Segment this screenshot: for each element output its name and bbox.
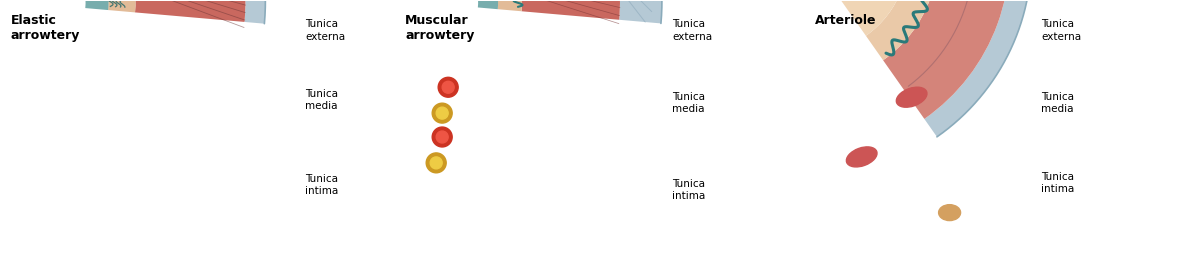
Text: Tunica
media: Tunica media xyxy=(305,89,338,111)
Wedge shape xyxy=(12,0,246,22)
Text: Tunica
externa: Tunica externa xyxy=(672,19,712,42)
Wedge shape xyxy=(419,0,662,23)
Wedge shape xyxy=(827,0,1032,137)
Text: Tunica
intima: Tunica intima xyxy=(672,178,706,201)
Wedge shape xyxy=(818,0,937,60)
Circle shape xyxy=(436,131,448,143)
Circle shape xyxy=(442,81,454,93)
Circle shape xyxy=(436,107,448,119)
Text: Tunica
intima: Tunica intima xyxy=(305,174,338,196)
Ellipse shape xyxy=(938,205,960,221)
Ellipse shape xyxy=(846,147,877,167)
Text: Tunica
media: Tunica media xyxy=(1042,92,1074,114)
Text: Tunica
media: Tunica media xyxy=(672,92,704,114)
Wedge shape xyxy=(410,0,620,20)
Wedge shape xyxy=(821,0,1009,119)
Circle shape xyxy=(430,157,442,169)
Text: Tunica
externa: Tunica externa xyxy=(305,19,346,42)
Wedge shape xyxy=(8,0,108,10)
Wedge shape xyxy=(407,0,498,9)
Text: Tunica
externa: Tunica externa xyxy=(1042,19,1081,42)
Ellipse shape xyxy=(896,87,926,107)
Wedge shape xyxy=(22,0,265,24)
Circle shape xyxy=(432,103,452,123)
Circle shape xyxy=(438,77,458,97)
Text: Arteriole: Arteriole xyxy=(815,14,876,27)
Text: Tunica
intima: Tunica intima xyxy=(1042,172,1075,194)
Wedge shape xyxy=(10,0,136,12)
Text: Elastic
arrowtery: Elastic arrowtery xyxy=(11,14,80,42)
Wedge shape xyxy=(810,0,907,36)
Text: Muscular
arrowtery: Muscular arrowtery xyxy=(406,14,475,42)
Circle shape xyxy=(426,153,446,173)
Wedge shape xyxy=(409,0,522,11)
Circle shape xyxy=(432,127,452,147)
